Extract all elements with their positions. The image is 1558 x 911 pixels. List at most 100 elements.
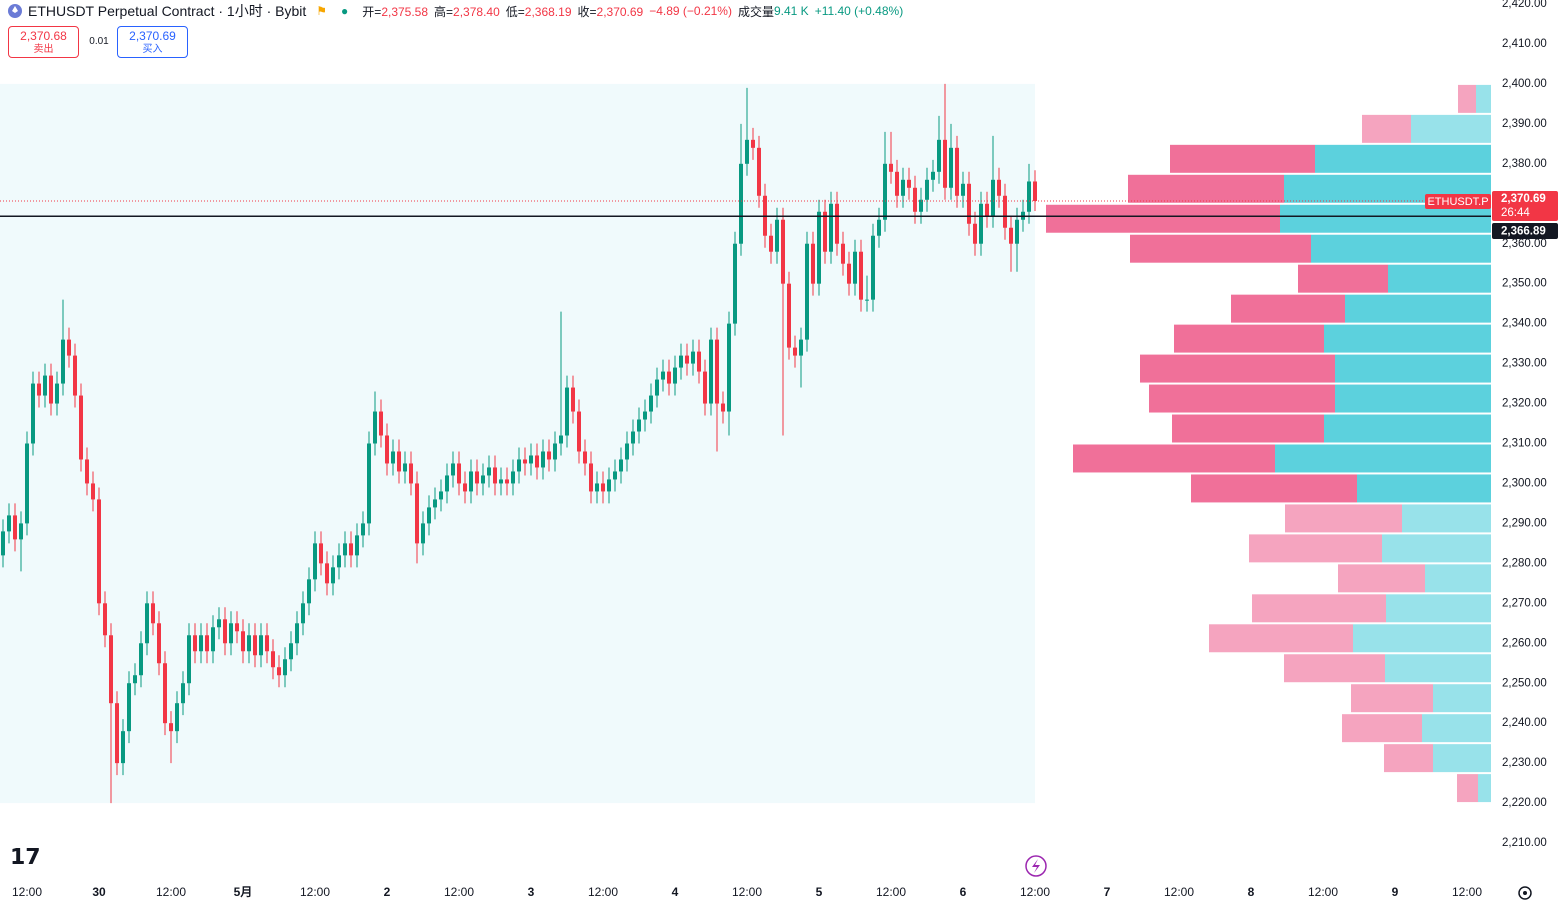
ohlc-label: 开=	[362, 4, 382, 19]
profile-down	[1351, 684, 1433, 713]
candle-body	[319, 543, 323, 564]
profile-up	[1385, 654, 1491, 683]
candle-body	[847, 263, 851, 284]
candle-body	[385, 435, 389, 464]
y-tick-label: 2,400.00	[1502, 78, 1547, 90]
settings-dot	[1523, 891, 1527, 895]
candle-body	[595, 483, 599, 492]
candle-body	[397, 451, 401, 472]
candle-body	[943, 139, 947, 188]
candle-body	[781, 219, 785, 284]
symbol[interactable]: ETHUSDT Perpetual Contract · 1小时 · Bybit	[28, 3, 307, 19]
candle-body	[49, 375, 53, 404]
candle-body	[355, 535, 359, 556]
candle-body	[967, 183, 971, 224]
profile-down	[1073, 444, 1275, 473]
candle-body	[1027, 181, 1031, 212]
y-tick-label: 2,210.00	[1502, 837, 1547, 849]
profile-up	[1388, 264, 1491, 293]
candle-body	[757, 147, 761, 196]
candle-body	[349, 543, 353, 556]
candle-body	[91, 483, 95, 500]
candle-body	[109, 635, 113, 704]
candle-body	[997, 179, 1001, 196]
candle-body	[913, 187, 917, 212]
candle-body	[7, 515, 11, 532]
profile-down	[1130, 234, 1311, 263]
candle-body	[571, 387, 575, 412]
y-tick-label: 2,410.00	[1502, 38, 1547, 50]
profile-down	[1458, 84, 1476, 113]
x-tick-label: 12:00	[1164, 885, 1194, 899]
profile-down	[1338, 564, 1425, 593]
candle-body	[169, 723, 173, 732]
candle-body	[187, 635, 191, 684]
candle-body	[19, 523, 23, 540]
ohlc-value: 2,370.69	[596, 4, 644, 19]
candle-body	[265, 635, 269, 652]
candle-body	[343, 543, 347, 556]
candle-body	[547, 451, 551, 460]
candle-body	[157, 623, 161, 664]
icons: 𝟭𝟳	[10, 844, 1532, 900]
settings-icon[interactable]	[1518, 886, 1532, 900]
candle-body	[661, 371, 665, 380]
candle-body	[277, 667, 281, 676]
candle-body	[1003, 195, 1007, 228]
spread: 0.01	[89, 36, 109, 47]
x-tick-label: 4	[672, 885, 679, 899]
candle-body	[175, 703, 179, 732]
candle-body	[415, 483, 419, 544]
change: −4.89 (−0.21%)	[649, 4, 732, 18]
candle-body	[511, 471, 515, 484]
y-tick-label: 2,350.00	[1502, 278, 1547, 290]
last-price-text: 2,370.69	[1501, 193, 1546, 205]
profile-down	[1172, 414, 1324, 443]
candle-body	[163, 663, 167, 724]
ohlc: 开=2,375.58 高=2,378.40 低=2,368.19 收=2,370.69	[362, 3, 649, 20]
candle-body	[25, 443, 29, 524]
ohlc-value: 2,375.58	[381, 4, 429, 19]
y-tick-label: 2,390.00	[1502, 118, 1547, 130]
candle-body	[877, 219, 881, 236]
candle-body	[427, 507, 431, 524]
candle-body	[445, 475, 449, 492]
candle-body	[745, 139, 749, 164]
candle-body	[421, 523, 425, 544]
y-tick-label: 2,230.00	[1502, 757, 1547, 769]
candle-body	[889, 163, 893, 172]
candle-body	[601, 483, 605, 492]
alert-icon[interactable]	[1025, 855, 1047, 877]
profile-up	[1324, 324, 1491, 353]
x-tick-label: 12:00	[300, 885, 330, 899]
candle-body	[811, 243, 815, 284]
candle-body	[643, 411, 647, 420]
candle-body	[337, 555, 341, 568]
sell-button[interactable]: 2,370.68 卖出	[8, 26, 79, 58]
profile-up	[1476, 84, 1491, 113]
candle-body	[133, 675, 137, 684]
candle-body	[991, 179, 995, 216]
candle-body	[691, 351, 695, 364]
candle-body	[55, 383, 59, 404]
candle-body	[307, 579, 311, 604]
volume-change: +11.40 (+0.48%)	[814, 4, 904, 18]
x-tick-label: 12:00	[1452, 885, 1482, 899]
candle-body	[115, 703, 119, 764]
candle-body	[37, 383, 41, 396]
profile-up	[1311, 234, 1491, 263]
profile-down	[1149, 384, 1335, 413]
y-tick-label: 2,310.00	[1502, 438, 1547, 450]
symbol-tag	[1425, 194, 1491, 210]
profile-down	[1128, 174, 1284, 203]
profile-down	[1362, 114, 1411, 143]
candle-body	[325, 563, 329, 584]
buy-button[interactable]: 2,370.69 买入	[117, 26, 188, 58]
countdown-text: 26:44	[1501, 207, 1530, 219]
candle-body	[631, 431, 635, 444]
candle-body	[295, 623, 299, 644]
cursor-price-text: 2,366.89	[1501, 226, 1546, 238]
candle-body	[709, 339, 713, 404]
profile-down	[1170, 144, 1315, 173]
